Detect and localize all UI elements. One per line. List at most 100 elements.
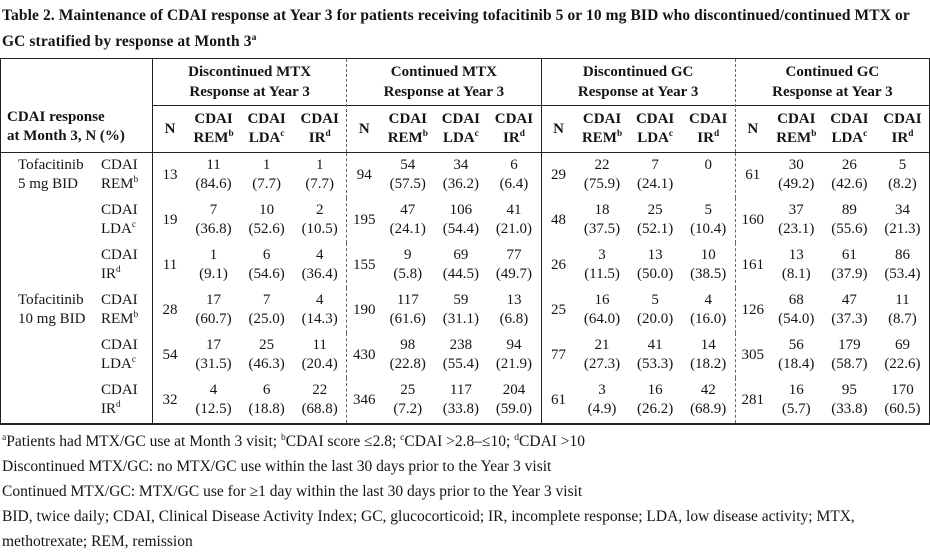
value-cell: 11 (8.7) [876, 288, 929, 333]
subcolumn-header: N [347, 120, 381, 139]
group-title: Discontinued GC [582, 64, 694, 80]
group-header: Discontinued MTX Response at Year 3 [153, 59, 347, 106]
subcolumn-row: N CDAI REMb CDAI LDAc CDAI IRd [542, 106, 735, 152]
group-cells: 126 68 (54.0) 47 (37.3) 11 (8.7) [734, 288, 929, 333]
subcolumn-line2: LDAc [637, 129, 674, 146]
value-cell: 10 (38.5) [682, 243, 735, 288]
n-cell: 32 [162, 392, 178, 409]
value-cell: 2 (10.5) [293, 198, 346, 243]
group-cells: 155 9 (5.8) 69 (44.5) 77 (49.7) [346, 243, 540, 288]
table-body: Tofacitinib 5 mg BID CDAI REMb 13 11 (84.6) 1 (7… [1, 153, 929, 423]
value-cell: 34 (21.3) [876, 198, 929, 243]
subcolumn-header: CDAI REMb [576, 110, 629, 148]
n-cell: 161 [741, 257, 765, 274]
footnote: Continued MTX/GC: MTX/GC use for ≥1 day … [2, 483, 583, 500]
value-count: 17 [206, 337, 222, 353]
value-count: 170 [891, 382, 914, 398]
value-percent: (60.7) [195, 310, 232, 327]
value-count: 47 [841, 292, 857, 308]
value-cell: 47 (37.3) [823, 288, 876, 333]
group-subtitle: Response at Year 3 [772, 84, 893, 100]
group-title: Continued GC [785, 64, 880, 80]
value-percent: (7.7) [305, 175, 335, 192]
value-percent: (68.8) [301, 400, 338, 417]
value-percent: (18.2) [690, 355, 727, 372]
response-category-label: CDAI REMb [101, 153, 153, 198]
value-percent: (37.9) [831, 265, 868, 282]
value-percent: (20.0) [636, 310, 674, 327]
value-cell: 1 (7.7) [293, 153, 346, 198]
table-row: CDAI IRd 11 1 (9.1) 6 (54.6) 4 (36.4) 155 9 (5.8) 69… [1, 243, 929, 288]
value-count: 2 [315, 202, 324, 218]
value-percent: (25.0) [248, 310, 285, 327]
n-cell: 77 [551, 347, 566, 364]
value-cell: 95 (33.8) [823, 378, 876, 423]
value-cell: 4 (12.5) [187, 378, 240, 423]
value-count: 47 [400, 202, 416, 218]
row-header-line1: CDAI response [7, 109, 105, 125]
subcolumn-line2: REMb [581, 129, 623, 146]
group-cells: 13 11 (84.6) 1 (7.7) 1 (7.7) [153, 153, 346, 198]
n-cell: 61 [745, 167, 761, 184]
footnote: methotrexate; REM, remission [2, 533, 193, 550]
value-cell: 106 (54.4) [434, 198, 487, 243]
value-cell: 26 (42.6) [823, 153, 876, 198]
value-count: 11 [895, 292, 910, 308]
value-count: 86 [894, 247, 910, 263]
value-percent: (84.6) [195, 175, 232, 192]
value-count: 69 [894, 337, 910, 353]
subcolumn-line1: CDAI [777, 111, 816, 127]
value-percent: (49.2) [778, 175, 815, 192]
value-percent: (8.7) [888, 310, 917, 327]
value-count: 54 [400, 157, 416, 173]
value-cell: 77 (49.7) [487, 243, 540, 288]
data-table: CDAI response at Month 3, N (%) Disconti… [0, 58, 930, 425]
value-percent: (54.0) [778, 310, 815, 327]
value-percent: (10.5) [301, 220, 338, 237]
value-percent: (53.4) [884, 265, 921, 282]
group-cells: 94 54 (57.5) 34 (36.2) 6 (6.4) [346, 153, 540, 198]
value-count: 68 [788, 292, 804, 308]
value-count: 34 [894, 202, 910, 218]
value-percent: (36.4) [301, 265, 338, 282]
value-count: 13 [788, 247, 804, 263]
column-group: Discontinued MTX Response at Year 3 N CDAI R… [153, 59, 347, 152]
subcolumn-line1: N [553, 120, 564, 137]
group-title: Continued MTX [390, 64, 498, 80]
group-cells: 161 13 (8.1) 61 (37.9) 86 (53.4) [734, 243, 929, 288]
group-cells: 29 22 (75.9) 7 (24.1) 0 [540, 153, 735, 198]
value-percent: (7.2) [393, 400, 423, 417]
value-count: 11 [312, 337, 327, 353]
group-cells: 61 3 (4.9) 16 (26.2) 42 (68.9) [540, 378, 735, 423]
value-cell: 0 [682, 153, 735, 198]
group-cells: 430 98 (22.8) 238 (55.4) 94 (21.9) [346, 333, 540, 378]
value-count: 16 [788, 382, 804, 398]
value-count: 3 [598, 382, 606, 398]
category-line: CDAI [101, 382, 138, 398]
group-cells: 54 17 (31.5) 25 (46.3) 11 (20.4) [153, 333, 346, 378]
table-row: Tofacitinib 5 mg BID CDAI REMb 13 11 (84.6) 1 (7… [1, 153, 929, 198]
response-category-label: CDAI REMb [101, 288, 153, 333]
response-category-label: CDAI LDAc [101, 333, 153, 378]
footnote: BID, twice daily; CDAI, Clinical Disease… [2, 508, 855, 525]
value-percent: (18.8) [248, 400, 285, 417]
column-groups: Discontinued MTX Response at Year 3 N CDAI R… [153, 59, 929, 152]
group-cells: 61 30 (49.2) 26 (42.6) 5 (8.2) [734, 153, 929, 198]
value-cell: 10 (52.6) [240, 198, 293, 243]
subcolumn-header: CDAI LDAc [823, 110, 876, 148]
value-count: 0 [704, 157, 712, 173]
subcolumn-line1: N [747, 120, 759, 137]
subcolumn-line1: CDAI [441, 111, 481, 127]
value-percent: (8.1) [781, 265, 811, 282]
value-percent: (36.8) [195, 220, 232, 237]
value-percent: (21.0) [495, 220, 533, 237]
group-cells: 48 18 (37.5) 25 (52.1) 5 (10.4) [540, 198, 735, 243]
value-count: 26 [841, 157, 857, 173]
value-cell: 89 (55.6) [823, 198, 876, 243]
n-cell: 94 [356, 167, 372, 184]
value-percent: (46.3) [248, 355, 285, 372]
subcolumn-header: CDAI LDAc [434, 110, 487, 148]
group-cells: 19 7 (36.8) 10 (52.6) 2 (10.5) [153, 198, 346, 243]
value-cell: 4 (14.3) [293, 288, 346, 333]
group-cells: 11 1 (9.1) 6 (54.6) 4 (36.4) [153, 243, 346, 288]
